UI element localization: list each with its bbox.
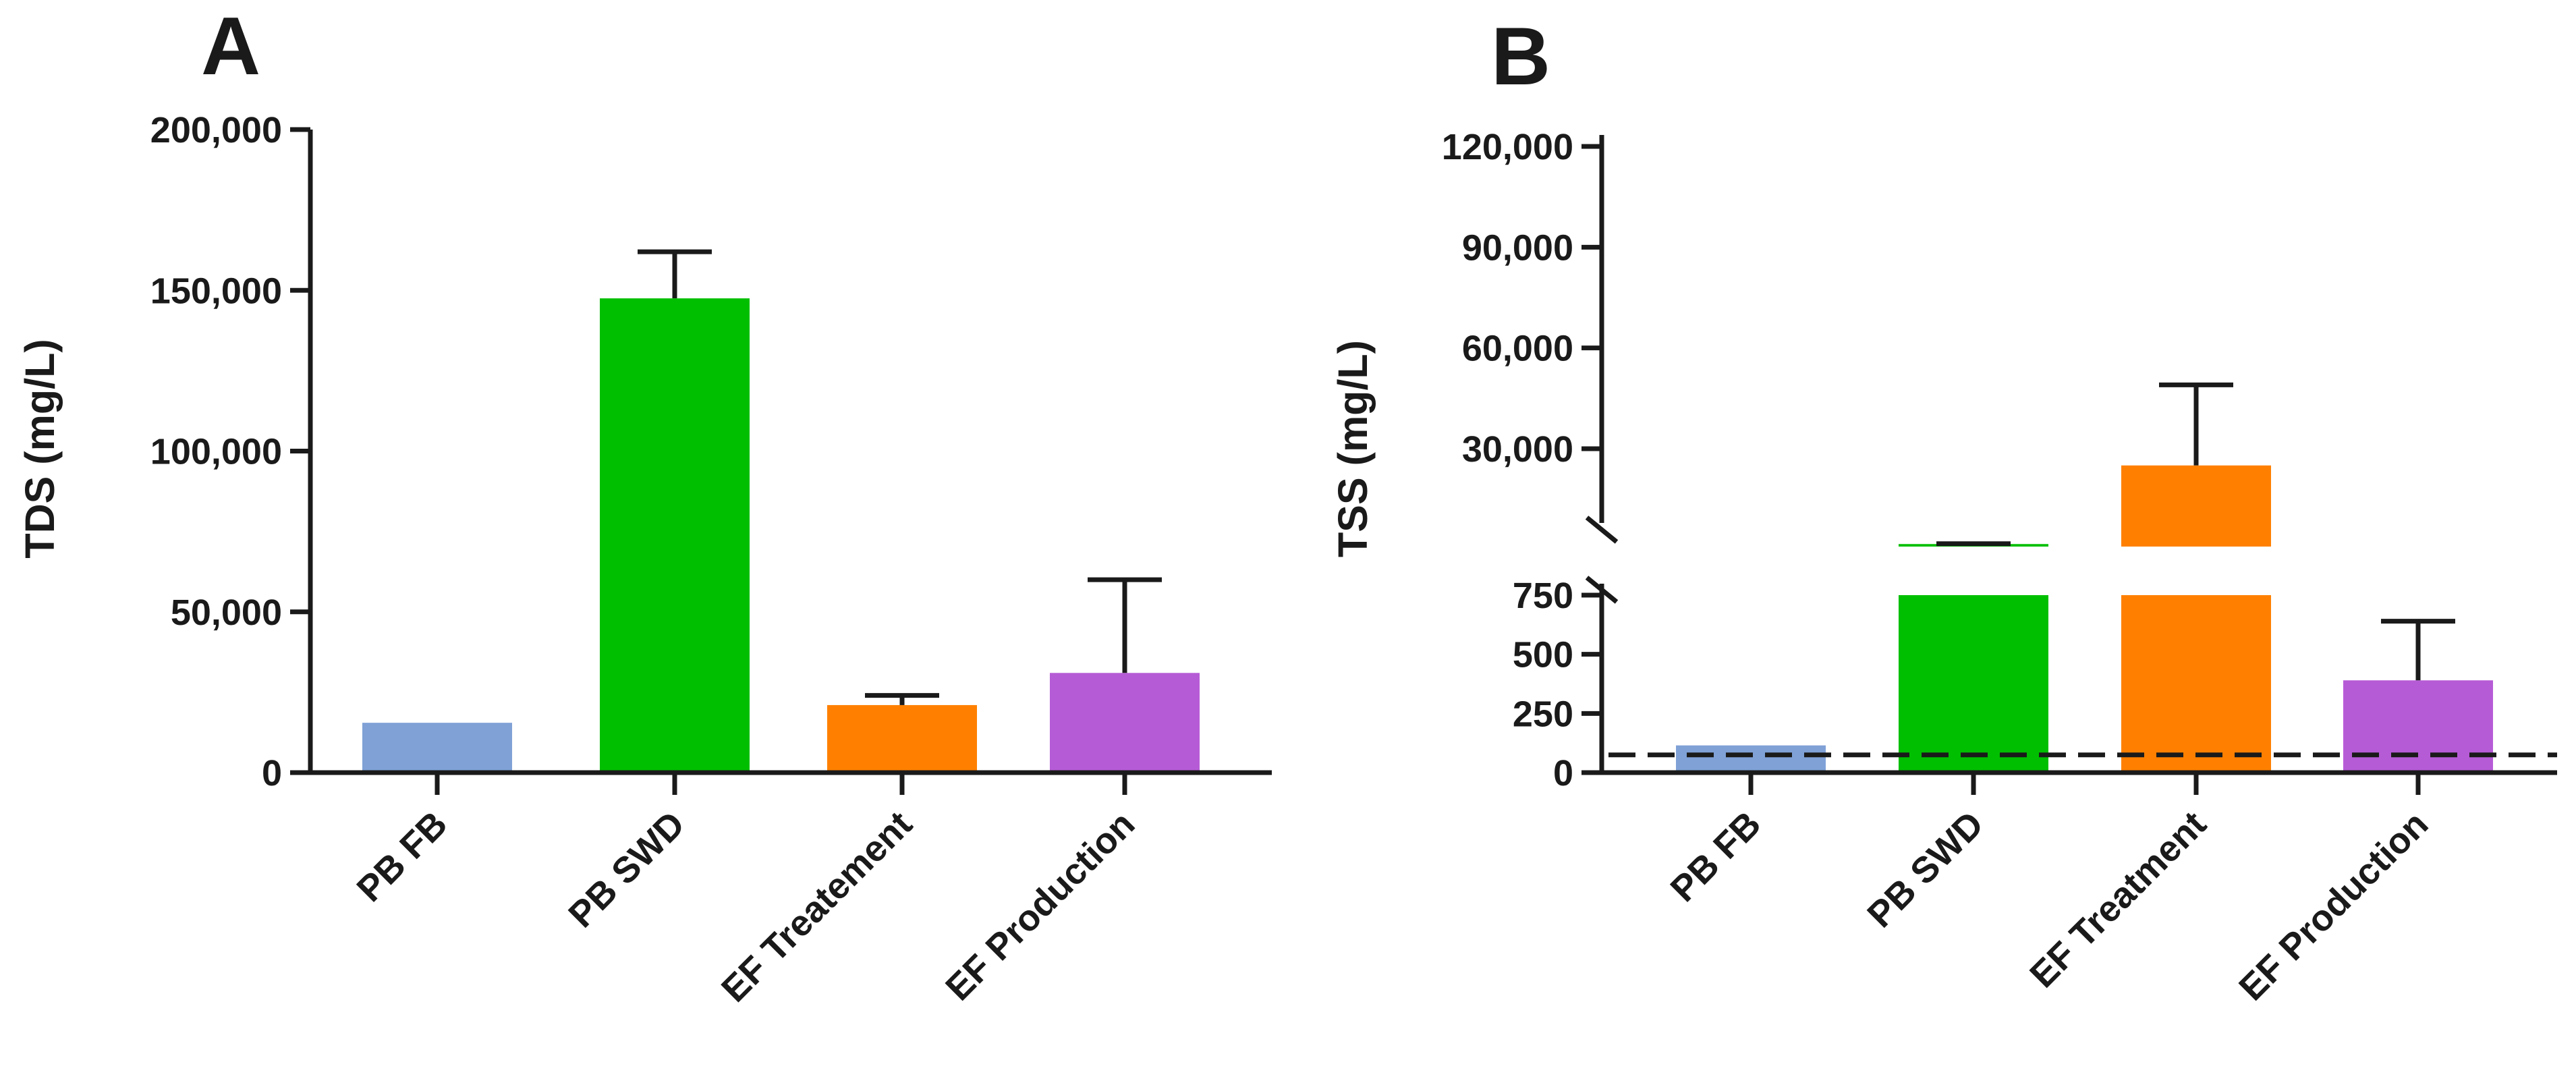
panel-b-bar-lower-segment (2121, 595, 2271, 773)
panel-b-bar (1676, 745, 1826, 773)
panel-a-bar (827, 704, 977, 773)
panel-a-y-tick-label: 50,000 (171, 592, 282, 633)
panel-b-y-tick-label: 120,000 (1442, 127, 1573, 167)
panel-a-y-tick-label: 200,000 (150, 110, 282, 150)
panel-b-tss-chart: B TSS (mg/L) 0 250 500 750 30,000 60,000 90,00… (1330, 10, 2557, 1008)
panel-b-y-tick-label: 500 (1513, 635, 1573, 675)
panel-b-y-tick-label: 90,000 (1462, 227, 1573, 268)
panel-a-label: A (201, 0, 260, 92)
panel-a-y-tick-label: 150,000 (150, 271, 282, 311)
panel-a-y-tick-label: 0 (262, 753, 282, 794)
panel-b-label: B (1491, 10, 1550, 102)
panel-b-axis-break-lower (1585, 576, 1619, 604)
panel-a-bar (600, 298, 750, 773)
panel-a-category-label: PB FB (349, 804, 455, 910)
panel-b-category-label: EF Production (2231, 804, 2436, 1008)
panel-b-y-axis-title: TSS (mg/L) (1330, 340, 1376, 557)
panel-b-y-tick-label: 250 (1513, 694, 1573, 734)
panel-a-y-tick-label: 100,000 (150, 432, 282, 472)
panel-a-bar (1050, 673, 1200, 773)
panel-b-y-tick-label: 750 (1513, 576, 1573, 616)
panel-b-category-label: PB FB (1663, 804, 1769, 910)
panel-b-bar-lower-segment (1899, 595, 2048, 773)
panel-b-bar (2343, 680, 2493, 773)
panel-a-y-axis-title: TDS (mg/L) (17, 339, 63, 558)
panel-b-category-label: EF Treatment (2022, 804, 2214, 995)
panel-b-axis-break-upper (1585, 516, 1619, 544)
panel-a-tds-chart: A TDS (mg/L) 0 50,000 100,000 150,000 200,00… (17, 0, 1272, 1010)
panel-b-category-label: PB SWD (1859, 804, 1991, 935)
panel-a-category-label: PB SWD (561, 804, 692, 935)
panel-a-category-label: EF Production (938, 804, 1142, 1008)
panel-b-y-tick-label: 0 (1553, 753, 1573, 794)
panel-a-category-label: EF Treatement (714, 804, 920, 1010)
panel-b-bar-upper-segment (2121, 465, 2271, 547)
panel-b-y-tick-label: 60,000 (1462, 329, 1573, 369)
panel-b-y-tick-label: 30,000 (1462, 429, 1573, 470)
panel-a-bar (362, 723, 512, 773)
